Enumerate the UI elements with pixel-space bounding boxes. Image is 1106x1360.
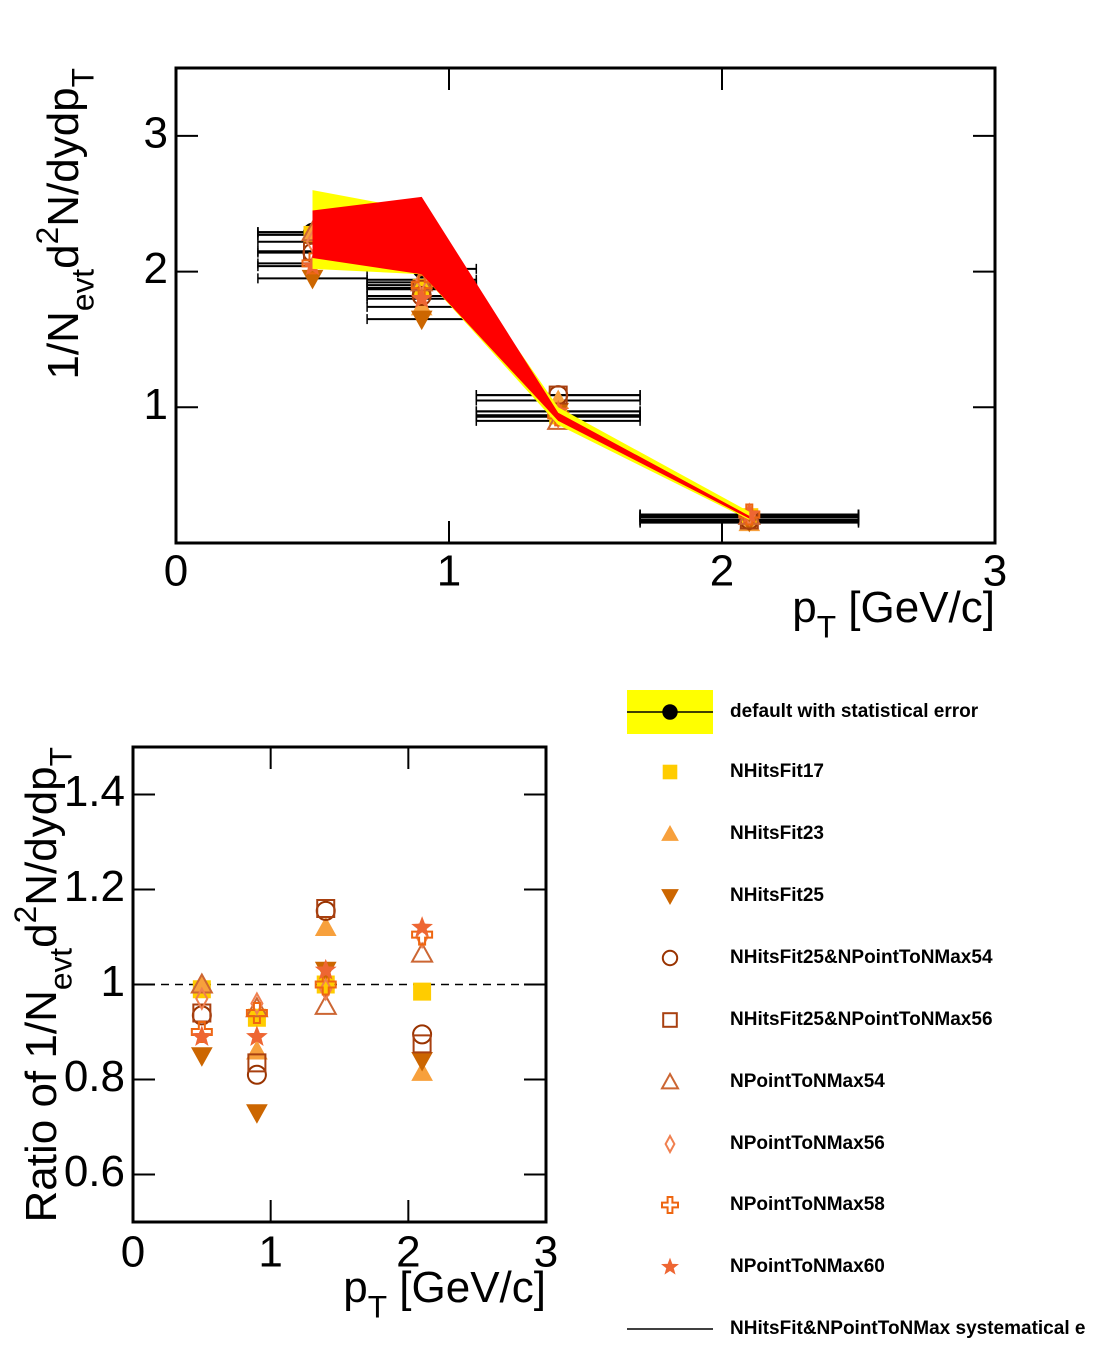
x-tick-label: 3 (534, 1228, 558, 1277)
label-part: Ratio of 1/N (17, 990, 66, 1222)
y-tick-label: 1.2 (64, 862, 125, 911)
label-part: 2 (7, 906, 43, 924)
legend-marker (662, 704, 678, 720)
x-tick-label: 2 (396, 1228, 420, 1277)
legend-marker (661, 824, 679, 841)
axis-label: pT [GeV/c] (792, 583, 995, 644)
legend-label: NPointToNMax56 (730, 1133, 885, 1154)
label-part: evt (64, 269, 100, 311)
legend-label: NHitsFit25&NPointToNMax54 (730, 947, 993, 968)
legend-marker (661, 949, 679, 967)
data-point (190, 972, 214, 994)
data-point (246, 1039, 268, 1060)
label-part: N/dydp (17, 766, 66, 905)
legend-marker (661, 889, 679, 906)
y-tick-label: 0.8 (64, 1052, 125, 1101)
data-point (245, 1002, 268, 1024)
data-point (314, 973, 337, 996)
legend-marker (660, 1071, 680, 1090)
legend-label: NPointToNMax60 (730, 1256, 885, 1277)
label-part: evt (42, 948, 78, 990)
x-tick-label: 0 (121, 1228, 145, 1277)
legend-marker (661, 1196, 679, 1214)
data-point (410, 941, 434, 963)
label-part: 1/N (39, 311, 88, 379)
legend-label: NPointToNMax54 (730, 1071, 885, 1092)
legend-label: NHitsFit17 (730, 761, 824, 782)
legend-marker (661, 1257, 679, 1275)
legend-label: NPointToNMax58 (730, 1194, 885, 1215)
plot-frame (131, 745, 548, 1224)
error-band (312, 196, 750, 519)
label-part: N/dydp (39, 87, 88, 226)
x-tick-label: 0 (164, 547, 188, 596)
x-tick-label: 1 (437, 547, 461, 596)
data-point (195, 986, 209, 1011)
data-point (246, 1064, 267, 1085)
data-point (410, 310, 433, 331)
x-tick-label: 1 (258, 1228, 282, 1277)
data-point (314, 993, 338, 1015)
data-point (314, 958, 337, 980)
label-part: T (42, 747, 78, 766)
data-point (411, 1052, 433, 1072)
legend-marker (662, 764, 678, 780)
label-part: d (39, 244, 88, 268)
y-tick-label: 0.6 (64, 1147, 125, 1196)
label-part: p (343, 1263, 367, 1312)
data-point (314, 916, 337, 936)
data-point (190, 1025, 213, 1046)
y-tick-label: 2 (144, 244, 168, 293)
plot-frame (174, 66, 997, 545)
legend-label: NHitsFit25 (730, 885, 824, 906)
legend-label: default with statistical error (730, 701, 979, 722)
data-point (245, 996, 269, 1018)
label-part: p (792, 583, 816, 632)
axis-label: pT [GeV/c] (343, 1263, 546, 1324)
label-part: 2 (29, 227, 65, 245)
data-point (319, 977, 333, 1002)
label-part: T (368, 1288, 387, 1324)
x-tick-label: 3 (983, 547, 1007, 596)
label-part: d (17, 923, 66, 947)
label-part: T (817, 608, 836, 644)
data-point (411, 916, 433, 937)
label-part: T (64, 68, 100, 87)
x-tick-label: 2 (710, 547, 734, 596)
axis-label: 1/Nevtd2N/dydpT (29, 68, 100, 380)
label-part: [GeV/c] (387, 1263, 546, 1312)
legend-label: NHitsFit25&NPointToNMax56 (730, 1009, 993, 1030)
data-point (316, 899, 336, 918)
label-part: [GeV/c] (836, 583, 995, 632)
data-point (410, 287, 433, 308)
legend-label: NHitsFit&NPointToNMax systematical e (730, 1318, 1085, 1339)
legend-marker (662, 1012, 678, 1028)
y-tick-label: 1 (101, 957, 125, 1006)
data-point (412, 1034, 432, 1054)
data-point (190, 1047, 213, 1067)
y-tick-label: 1.4 (64, 767, 125, 816)
data-point (247, 1053, 267, 1073)
axis-label: Ratio of 1/Nevtd2N/dydpT (7, 747, 78, 1222)
data-point (246, 1025, 268, 1046)
y-tick-label: 1 (144, 380, 168, 429)
data-point (413, 982, 432, 1001)
legend-label: NHitsFit23 (730, 823, 824, 844)
y-tick-label: 3 (144, 108, 168, 157)
data-point (250, 991, 264, 1016)
legend-marker (664, 1133, 676, 1155)
data-point (246, 1104, 268, 1124)
